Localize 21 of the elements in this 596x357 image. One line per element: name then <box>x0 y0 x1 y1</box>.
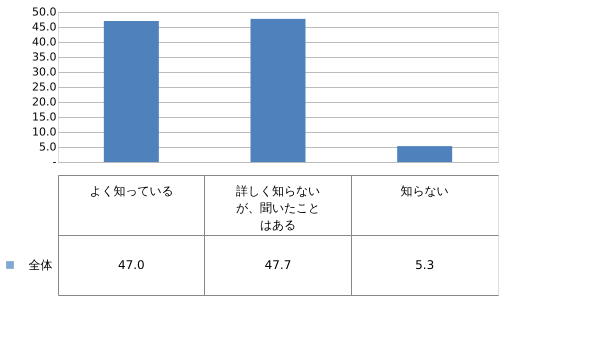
y-tick-label: - <box>52 156 57 168</box>
bar <box>397 146 452 162</box>
y-tick-label: 15.0 <box>32 110 56 124</box>
y-tick-label: 10.0 <box>32 126 56 138</box>
x-tick-label: 知らない <box>400 184 449 198</box>
data-label: 5.3 <box>415 258 434 272</box>
y-tick-label: 20.0 <box>32 96 56 108</box>
data-label: 47.0 <box>118 258 145 272</box>
y-tick-label: 25.0 <box>32 80 56 94</box>
legend-label: 全体 <box>28 258 52 272</box>
data-label: 47.7 <box>264 258 292 272</box>
bar <box>250 18 306 162</box>
y-tick-label: 45.0 <box>32 20 56 34</box>
y-tick-label: 40.0 <box>32 36 56 48</box>
y-tick-label: 50.0 <box>32 6 56 18</box>
y-tick-label: 5.0 <box>39 140 56 154</box>
x-tick-label: よく知っている <box>89 184 174 198</box>
x-tick-label: 詳しく知らないが、聞いたことはある <box>236 184 320 232</box>
bar <box>104 21 159 162</box>
y-tick-label: 35.0 <box>32 50 56 64</box>
y-tick-label: 30.0 <box>32 66 56 78</box>
